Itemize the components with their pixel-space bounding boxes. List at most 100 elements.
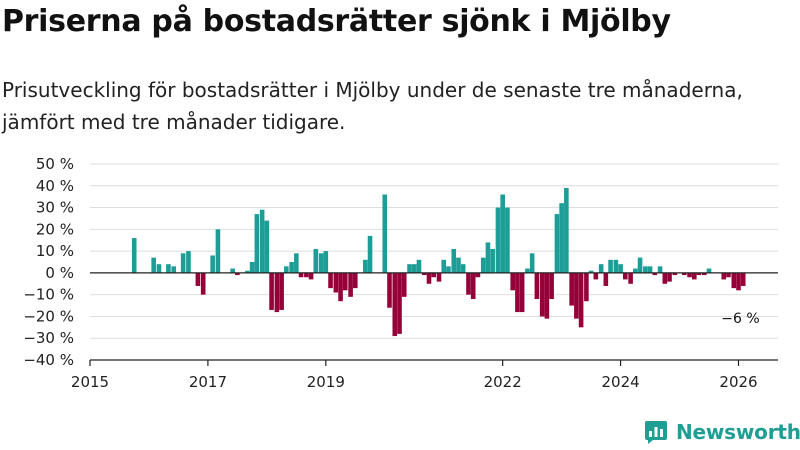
data-bar [431, 272, 437, 278]
data-bar [544, 272, 550, 319]
x-tick-label: 2015 [71, 373, 109, 390]
data-bar [559, 203, 564, 273]
y-tick-label: 50 % [36, 155, 74, 173]
data-bar [505, 207, 510, 273]
data-bar [588, 270, 594, 273]
data-bar [416, 259, 422, 273]
data-bar [156, 264, 162, 273]
data-bar [549, 272, 554, 300]
x-tick-label: 2017 [189, 373, 227, 390]
data-bar [564, 187, 569, 273]
data-bar [382, 194, 388, 273]
newsworthy-logo: Newsworthy [644, 419, 800, 445]
data-bar [166, 264, 171, 273]
data-bar [485, 242, 491, 273]
data-bar [608, 259, 613, 273]
data-bar [313, 248, 319, 273]
data-bar [510, 272, 516, 291]
data-bar [475, 272, 481, 278]
data-bar [539, 272, 545, 317]
data-bar [470, 272, 476, 300]
data-bar [363, 259, 368, 273]
data-bar [411, 264, 417, 273]
data-bar [318, 253, 324, 273]
data-bar [534, 272, 540, 300]
y-tick-label: 10 % [36, 242, 74, 260]
data-bar [215, 229, 221, 273]
data-bar [254, 214, 260, 273]
data-bar [740, 272, 746, 286]
data-bar [613, 259, 619, 273]
data-bar [603, 272, 609, 286]
x-tick-label: 2026 [719, 373, 757, 390]
data-bar [436, 272, 442, 282]
data-bar [200, 272, 206, 295]
data-bar [348, 272, 353, 297]
data-bar [387, 272, 392, 308]
data-bar [328, 272, 333, 289]
y-tick-label: −10 % [23, 286, 74, 304]
data-bar [647, 266, 653, 273]
newsworthy-logo-icon [645, 421, 667, 444]
x-tick-label: 2019 [307, 373, 345, 390]
data-bar [308, 272, 314, 280]
page-subtitle: Prisutveckling för bostadsrätter i Mjölb… [2, 78, 743, 134]
data-bar [294, 253, 299, 273]
data-bar [441, 259, 447, 273]
last-value-annotation: −6 % [721, 311, 759, 327]
data-bar [446, 266, 451, 273]
data-bar [529, 253, 535, 273]
y-tick-label: 40 % [36, 177, 74, 195]
data-bar [367, 235, 373, 273]
y-tick-label: −30 % [23, 329, 74, 347]
data-bar [633, 268, 638, 273]
data-bar [736, 272, 741, 291]
data-bar [333, 272, 339, 293]
data-bar [401, 272, 407, 297]
data-bar [249, 262, 255, 273]
data-bar [426, 272, 432, 284]
data-bar [667, 272, 672, 282]
data-bar [279, 272, 284, 310]
data-bar [687, 272, 692, 278]
data-bar [323, 251, 329, 273]
data-bar [151, 257, 156, 273]
data-bar [269, 272, 274, 310]
newsworthy-logo-text: Newsworthy [676, 420, 800, 444]
data-bar [618, 264, 623, 273]
y-tick-label: −40 % [23, 351, 74, 369]
data-bar [342, 272, 348, 291]
data-bar [407, 264, 412, 273]
data-bar [456, 257, 461, 273]
data-bar [726, 272, 731, 278]
data-bar [598, 264, 604, 273]
data-bar [500, 194, 505, 273]
data-bar [289, 262, 294, 273]
data-bar [392, 272, 398, 337]
data-bar [230, 268, 235, 273]
data-bar [259, 209, 265, 273]
data-bar [637, 257, 643, 273]
data-bar [397, 272, 402, 334]
data-bar [264, 220, 270, 273]
data-bar [304, 272, 309, 278]
data-bar [643, 266, 648, 273]
data-bar [578, 272, 584, 328]
data-bar [554, 214, 560, 273]
data-bar [466, 272, 471, 295]
data-bar [421, 272, 427, 276]
data-bar [274, 272, 280, 313]
data-bar [681, 272, 687, 276]
data-bar [171, 266, 177, 273]
data-bar [691, 272, 697, 280]
data-bar [721, 272, 727, 280]
data-bar [490, 248, 495, 273]
data-bar [652, 272, 658, 276]
data-bar [495, 207, 501, 273]
data-bar [180, 253, 186, 273]
data-bar [706, 268, 712, 273]
y-tick-label: 0 % [45, 264, 74, 282]
data-bar [245, 270, 250, 273]
data-bar [593, 272, 599, 280]
data-bar [235, 272, 240, 276]
